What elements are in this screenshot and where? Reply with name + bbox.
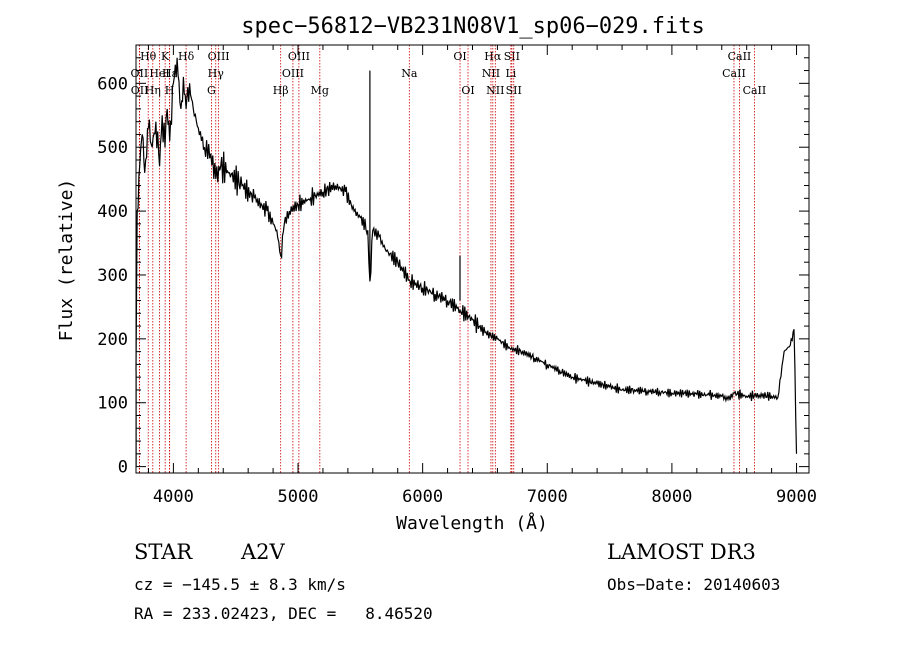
line-id-label: CaII <box>728 50 752 63</box>
line-id-label: HeI <box>149 67 169 80</box>
ra-dec-coords: RA = 233.02423, DEC = 8.46520 <box>134 604 433 623</box>
plot-frame <box>135 44 810 474</box>
line-id-label: OIII <box>288 50 310 63</box>
line-id-label: Hε <box>162 67 178 80</box>
line-id-label: Hθ <box>140 50 157 63</box>
object-class: STAR <box>134 540 193 564</box>
line-id-label: Mg <box>311 84 329 97</box>
spectrum-line <box>135 57 798 467</box>
y-tick-label: 200 <box>97 330 128 350</box>
line-id-label: NII <box>482 67 500 80</box>
line-id-label: OIII <box>282 67 304 80</box>
line-id-label: Hδ <box>178 50 195 63</box>
survey-name: LAMOST DR3 <box>607 540 756 564</box>
line-id-label: Hβ <box>273 84 289 97</box>
line-id-label: CaII <box>743 84 767 97</box>
line-id-label: Hγ <box>208 67 225 80</box>
line-id-label: G <box>207 84 216 97</box>
y-tick-label: 100 <box>97 394 128 414</box>
chart-title: spec−56812−VB231N08V1_sp06−029.fits <box>241 14 705 39</box>
line-id-label: K <box>161 50 170 63</box>
line-id-label: NII <box>486 84 504 97</box>
line-id-label: Hη <box>145 84 161 97</box>
y-tick-label: 0 <box>118 458 128 478</box>
line-id-label: Li <box>505 67 516 80</box>
redshift-cz: cz = −145.5 ± 8.3 km/s <box>134 575 346 594</box>
x-tick-label: 6000 <box>402 487 443 507</box>
x-tick-label: 8000 <box>651 487 692 507</box>
y-axis-label: Flux (relative) <box>56 179 77 342</box>
x-tick-label: 7000 <box>527 487 568 507</box>
line-id-label: Hα <box>484 50 502 63</box>
y-tick-label: 400 <box>97 202 128 222</box>
line-id-label: OI <box>461 84 474 97</box>
object-subclass: A2V <box>240 540 286 564</box>
x-axis-label: Wavelength (Å) <box>396 512 548 534</box>
line-id-label: OI <box>453 50 466 63</box>
line-id-label: OIII <box>208 50 230 63</box>
y-tick-label: 300 <box>97 266 128 286</box>
line-id-label: CaII <box>722 67 746 80</box>
line-id-label: SII <box>504 50 520 63</box>
line-id-label: Na <box>401 67 418 80</box>
y-tick-label: 600 <box>97 74 128 94</box>
axis-ticks: 4000 5000 6000 7000 8000 9000 0 100 200 300 400 500… <box>97 45 817 507</box>
x-tick-label: 9000 <box>776 487 817 507</box>
line-id-label: SII <box>506 84 522 97</box>
line-id-label: OII <box>131 84 149 97</box>
y-tick-label: 500 <box>97 138 128 158</box>
x-tick-label: 4000 <box>153 487 194 507</box>
x-tick-label: 5000 <box>278 487 319 507</box>
obs-date: Obs−Date: 20140603 <box>607 575 780 594</box>
